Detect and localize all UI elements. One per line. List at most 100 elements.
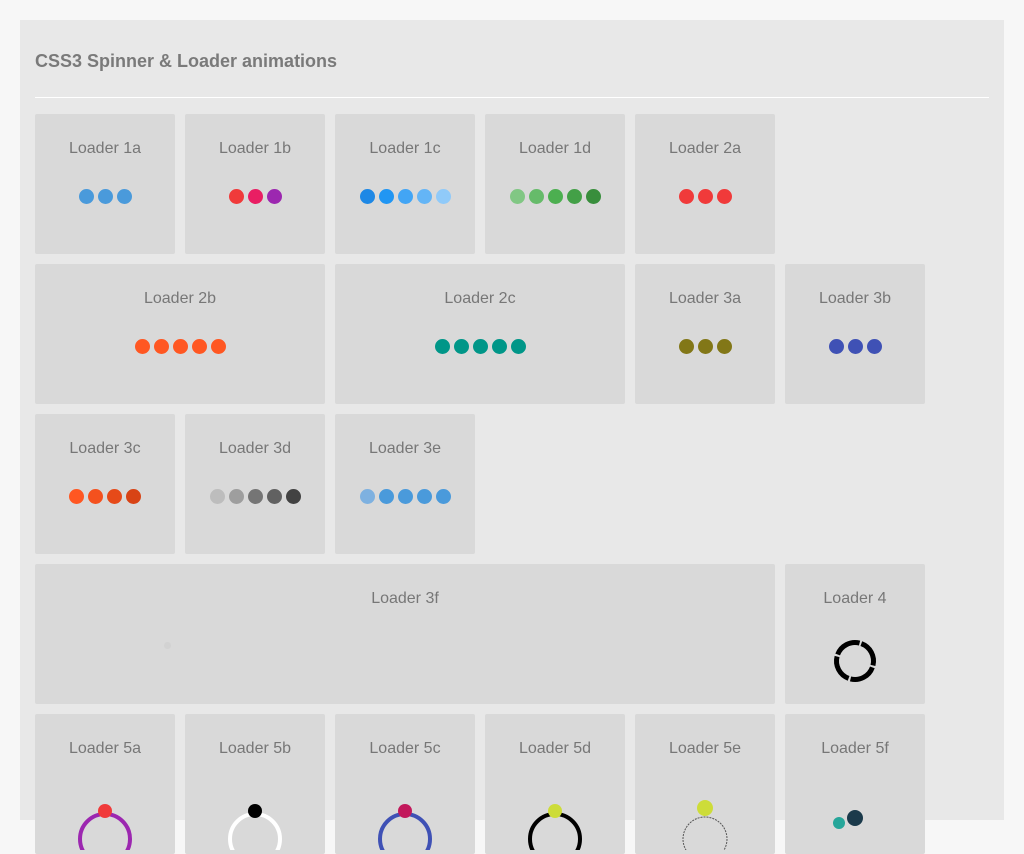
orbit-loader-icon — [833, 810, 863, 829]
loader-label: Loader 2b — [143, 290, 217, 307]
loader-dot — [678, 189, 694, 204]
loader-dot — [134, 339, 150, 354]
loader-dot — [416, 489, 432, 504]
loader-card-3c: Loader 3c — [35, 414, 175, 554]
loader-ring — [785, 638, 925, 684]
loader-label: Loader 2c — [444, 290, 516, 307]
loader-dot — [359, 489, 375, 504]
orbit-loader-icon — [378, 804, 432, 850]
loader-card-2c: Loader 2c — [335, 264, 625, 404]
loader-dot — [434, 339, 450, 354]
loader-label: Loader 1b — [218, 140, 292, 157]
loader-dot — [247, 489, 263, 504]
orbit-loader-icon — [682, 800, 728, 850]
loader-dots — [185, 189, 325, 204]
loader-card-3e: Loader 3e — [335, 414, 475, 554]
loader-dot — [378, 489, 394, 504]
loader-dot — [697, 339, 713, 354]
loader-dot — [509, 189, 525, 204]
loader-dots — [335, 189, 475, 204]
spinner-ring-icon — [834, 640, 876, 682]
loader-dot — [697, 189, 713, 204]
loader-dot — [126, 489, 141, 504]
loader-dots — [785, 339, 925, 354]
loader-dot — [209, 489, 225, 504]
loader-card-5d: Loader 5d — [485, 714, 625, 854]
loader-dot — [472, 339, 488, 354]
loader-dot — [228, 489, 244, 504]
loader-card-3d: Loader 3d — [185, 414, 325, 554]
loader-label: Loader 3f — [371, 590, 439, 607]
loader-dot — [847, 339, 863, 354]
main-panel: CSS3 Spinner & Loader animations Loader … — [20, 20, 1004, 854]
loader-dot — [210, 339, 226, 354]
loader-card-5e: Loader 5e — [635, 714, 775, 854]
loader-dot — [491, 339, 507, 354]
loader-dot — [585, 189, 601, 204]
loader-dots — [635, 339, 775, 354]
loader-card-4: Loader 4 — [785, 564, 925, 704]
loader-label: Loader 5c — [369, 740, 441, 757]
loader-dot — [866, 339, 882, 354]
loader-label: Loader 2a — [668, 140, 742, 157]
loader-dot — [285, 489, 301, 504]
loader-dot — [266, 489, 282, 504]
loader-dot — [266, 189, 282, 204]
loader-label: Loader 3d — [218, 440, 292, 457]
loader-label: Loader 5b — [218, 740, 292, 757]
loader-dot — [716, 189, 732, 204]
loader-label: Loader 5a — [68, 740, 142, 757]
loader-label: Loader 4 — [823, 590, 887, 607]
orbit-loader-icon — [528, 804, 582, 850]
loader-dot — [678, 339, 694, 354]
loader-dot — [359, 189, 375, 204]
loader-label: Loader 5d — [518, 740, 592, 757]
loader-dots — [335, 489, 475, 504]
loader-label: Loader 1a — [68, 140, 142, 157]
loader-card-2b: Loader 2b — [35, 264, 325, 404]
loader-dots — [35, 189, 175, 204]
loader-dot — [453, 339, 469, 354]
loader-dot — [510, 339, 526, 354]
loader-dots — [335, 339, 625, 354]
loader-card-5f: Loader 5f — [785, 714, 925, 854]
loader-dot — [397, 489, 413, 504]
loader-card-1b: Loader 1b — [185, 114, 325, 254]
orbit-loader-icon — [78, 804, 132, 850]
loader-card-3f: Loader 3f — [35, 564, 775, 704]
loader-card-1a: Loader 1a — [35, 114, 175, 254]
loader-dot — [247, 189, 263, 204]
loader-dots — [635, 189, 775, 204]
loader-dot — [416, 189, 432, 204]
loader-label: Loader 1d — [518, 140, 592, 157]
loader-dot — [88, 489, 103, 504]
loader-label: Loader 1c — [369, 140, 441, 157]
loader-label: Loader 5e — [668, 740, 742, 757]
loader-card-5a: Loader 5a — [35, 714, 175, 854]
loader-dot — [191, 339, 207, 354]
loader-card-3a: Loader 3a — [635, 264, 775, 404]
loader-card-1d: Loader 1d — [485, 114, 625, 254]
loader-dot — [566, 189, 582, 204]
loader-dots — [35, 489, 175, 504]
loader-dot — [435, 489, 451, 504]
loader-card-5b: Loader 5b — [185, 714, 325, 854]
title-divider — [35, 97, 989, 98]
loader-dot — [78, 189, 94, 204]
loader-label: Loader 3c — [69, 440, 141, 457]
loader-card-3b: Loader 3b — [785, 264, 925, 404]
loader-dot — [116, 189, 132, 204]
loader-dots — [35, 339, 325, 354]
loader-dots — [185, 489, 325, 504]
loader-card-5c: Loader 5c — [335, 714, 475, 854]
loader-label: Loader 3e — [368, 440, 442, 457]
loader-dot — [164, 642, 171, 649]
loader-dot — [228, 189, 244, 204]
loader-dots — [485, 189, 625, 204]
page-title: CSS3 Spinner & Loader animations — [35, 51, 338, 71]
loader-dot — [435, 189, 451, 204]
loader-label: Loader 5f — [821, 740, 889, 757]
loader-dot — [397, 189, 413, 204]
loader-dot — [97, 189, 113, 204]
loader-label: Loader 3b — [818, 290, 892, 307]
